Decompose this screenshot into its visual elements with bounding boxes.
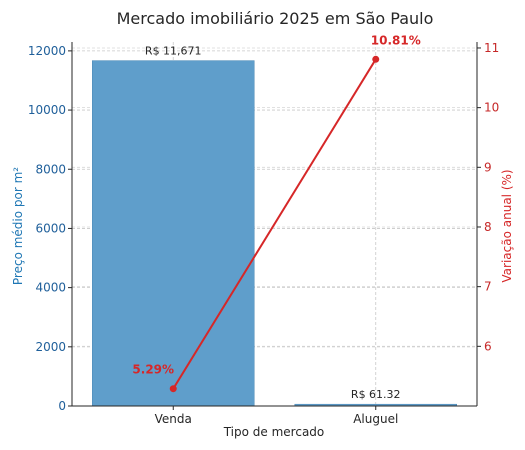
y-right-tick-label: 11 [484, 41, 499, 55]
variation-line [172, 58, 377, 390]
bars [92, 60, 457, 407]
variation-label: 10.81% [371, 33, 421, 47]
bar-venda [92, 60, 255, 407]
y-left-tick-label: 12000 [28, 44, 66, 58]
bar-value-label: R$ 11,671 [145, 45, 202, 58]
y-right-tick-label: 7 [484, 280, 492, 294]
y-left-tick-label: 2000 [35, 340, 66, 354]
y-right-tick-label: 8 [484, 220, 492, 234]
axes: 0 2000 4000 6000 8000 10000 12000 6 7 8 9 10 11 Venda… [28, 41, 499, 426]
variation-label: 5.29% [132, 363, 174, 377]
line-series [169, 55, 380, 393]
data-labels: R$ 11,671 R$ 61.32 5.29% 10.81% [132, 33, 420, 401]
y-right-tick-label: 10 [484, 101, 499, 115]
chart-title: Mercado imobiliário 2025 em São Paulo [117, 9, 434, 28]
y-left-tick-label: 0 [58, 399, 66, 413]
x-tick-label: Venda [155, 412, 192, 426]
y-left-tick-label: 8000 [35, 162, 66, 176]
variation-point [169, 385, 177, 393]
variation-point [372, 55, 380, 63]
bar-value-label: R$ 61.32 [351, 388, 401, 401]
x-axis-label: Tipo de mercado [223, 425, 325, 439]
y-axis-right-label: Variação anual (%) [500, 169, 514, 282]
x-tick-label: Aluguel [353, 412, 398, 426]
y-left-tick-label: 6000 [35, 221, 66, 235]
y-right-tick-label: 9 [484, 160, 492, 174]
y-left-tick-label: 10000 [28, 103, 66, 117]
y-right-tick-label: 6 [484, 339, 492, 353]
y-axis-left-label: Preço médio por m² [11, 167, 25, 285]
y-left-tick-label: 4000 [35, 281, 66, 295]
